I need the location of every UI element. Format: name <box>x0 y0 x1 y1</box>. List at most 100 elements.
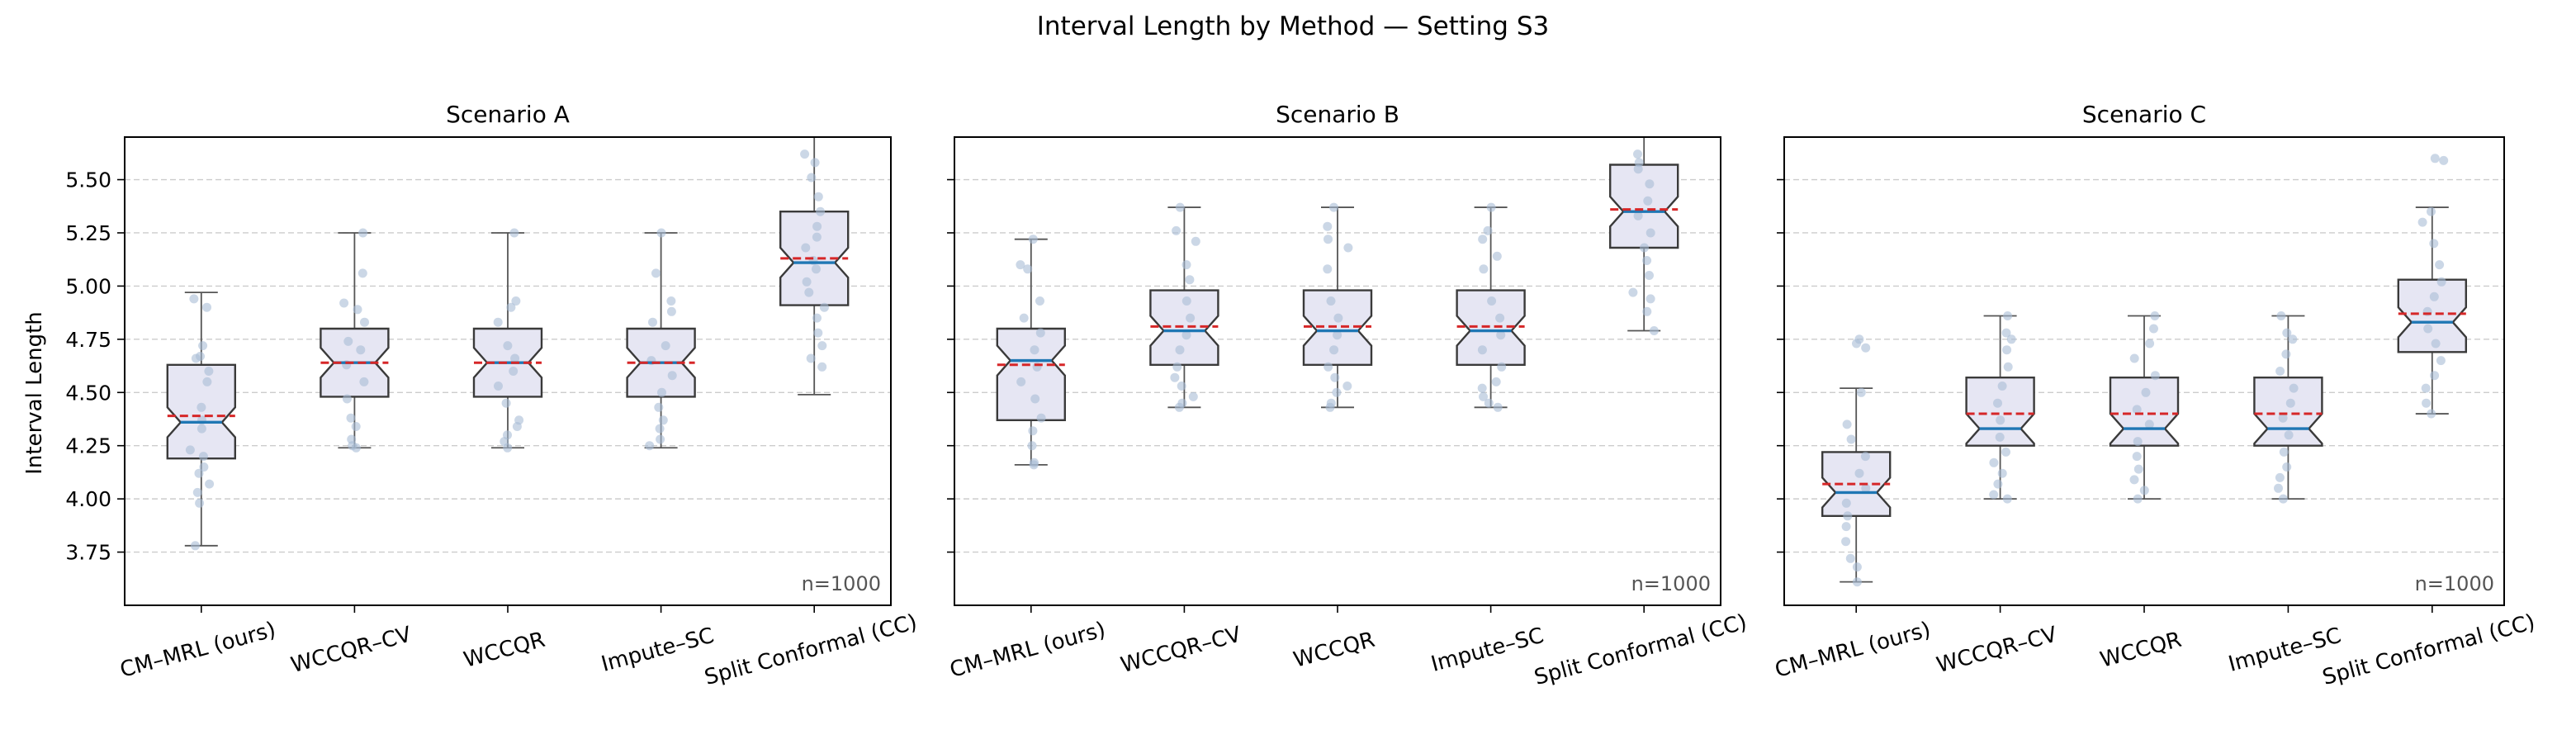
data-point <box>205 479 215 489</box>
y-tick-label: 5.00 <box>65 274 111 298</box>
data-point <box>512 422 522 431</box>
data-point <box>509 367 519 376</box>
data-point <box>1989 457 1999 467</box>
data-point <box>2145 339 2155 348</box>
data-point <box>666 306 676 316</box>
data-point <box>1487 296 1497 306</box>
data-point <box>195 498 205 508</box>
data-point <box>503 341 513 351</box>
data-point <box>1019 313 1029 323</box>
box-3 <box>1302 202 1373 412</box>
y-tick-label: 4.50 <box>65 381 111 405</box>
data-point <box>2289 383 2299 393</box>
data-point <box>191 541 200 551</box>
data-point <box>2281 349 2291 359</box>
data-point <box>359 377 369 386</box>
data-point <box>1342 382 1352 391</box>
data-point <box>648 317 657 327</box>
data-point <box>810 158 820 168</box>
data-point <box>2288 334 2298 344</box>
data-point <box>197 402 206 412</box>
data-point <box>2003 311 2013 320</box>
data-point <box>2001 328 2011 338</box>
data-point <box>1029 460 1039 470</box>
data-point <box>1993 398 2002 408</box>
box-body <box>1821 451 1892 517</box>
data-point <box>657 387 666 397</box>
data-point <box>2132 405 2142 415</box>
box-4 <box>626 228 696 451</box>
data-point <box>1186 313 1196 323</box>
data-point <box>1496 330 1506 340</box>
data-point <box>1843 511 1853 521</box>
data-point <box>358 228 368 238</box>
data-point <box>1027 441 1037 451</box>
data-point <box>1495 313 1505 323</box>
data-point <box>506 302 516 312</box>
data-point <box>351 422 361 431</box>
data-point <box>1996 415 2005 425</box>
data-point <box>806 353 816 363</box>
data-point <box>2435 260 2445 270</box>
sample-size-annotation: n=1000 <box>802 572 881 595</box>
box-body <box>1302 289 1373 366</box>
data-point <box>2422 398 2432 408</box>
data-point <box>1854 468 1864 478</box>
data-point <box>1633 211 1643 220</box>
data-point <box>343 336 353 346</box>
y-tick-label: 5.50 <box>65 168 111 192</box>
box-body <box>1608 164 1679 249</box>
box-body <box>1149 289 1219 366</box>
data-point <box>2006 334 2016 344</box>
data-point <box>2002 494 2012 504</box>
data-point <box>2282 328 2292 338</box>
sample-size-annotation: n=1000 <box>1631 572 1711 595</box>
data-point <box>198 341 208 351</box>
data-point <box>2133 464 2143 474</box>
data-point <box>1028 426 1038 436</box>
data-point <box>1642 306 1652 316</box>
data-point <box>1185 275 1195 285</box>
data-point <box>801 243 811 253</box>
box-5 <box>2397 154 2468 419</box>
data-point <box>1633 149 1642 159</box>
plot-area <box>1821 154 2468 587</box>
data-point <box>2139 486 2149 495</box>
data-point <box>2429 239 2439 249</box>
data-point <box>807 173 817 182</box>
box-body <box>2397 278 2468 353</box>
data-point <box>1478 235 1488 244</box>
data-point <box>655 424 665 434</box>
data-point <box>1645 179 1655 189</box>
data-point <box>1841 537 1851 547</box>
data-point <box>1324 362 1333 372</box>
data-point <box>1175 345 1185 355</box>
data-point <box>2436 277 2446 287</box>
data-point <box>1181 260 1191 270</box>
data-point <box>2285 398 2295 408</box>
box-1 <box>1821 334 1892 587</box>
plot-area <box>996 137 1679 470</box>
box-body <box>1456 289 1526 366</box>
data-point <box>2276 311 2286 320</box>
data-point <box>2430 371 2440 381</box>
data-point <box>1323 221 1333 231</box>
data-point <box>2274 483 2283 493</box>
data-point <box>2429 292 2439 301</box>
data-point <box>1035 328 1045 338</box>
data-point <box>1860 452 1870 462</box>
data-point <box>1492 251 1502 261</box>
data-point <box>2129 475 2139 485</box>
data-point <box>1989 490 1999 500</box>
data-point <box>1628 287 1638 297</box>
data-point <box>1841 522 1851 532</box>
data-point <box>2275 367 2285 376</box>
data-point <box>356 345 366 355</box>
box-2 <box>1149 202 1219 412</box>
data-point <box>202 302 211 312</box>
data-point <box>1326 296 1336 306</box>
data-point <box>2150 311 2160 320</box>
data-point <box>1016 260 1025 270</box>
